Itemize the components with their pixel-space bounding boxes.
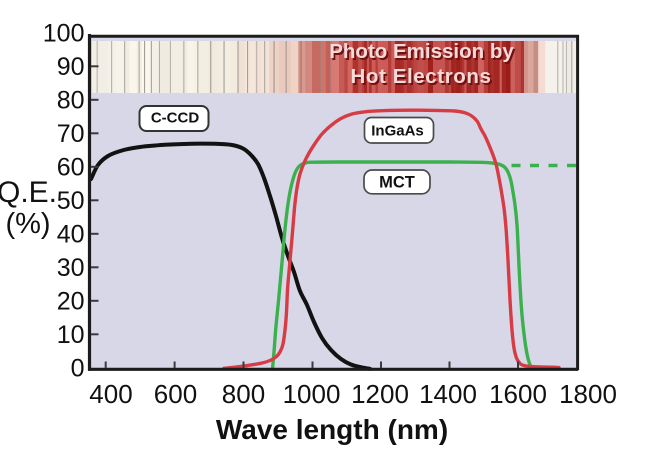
svg-text:600: 600: [154, 379, 197, 409]
svg-text:40: 40: [57, 221, 85, 249]
svg-text:1200: 1200: [351, 379, 409, 409]
svg-text:1600: 1600: [489, 379, 547, 409]
svg-text:10: 10: [57, 321, 85, 349]
svg-text:Wave length (nm): Wave length (nm): [216, 414, 448, 445]
svg-text:InGaAs: InGaAs: [371, 122, 424, 139]
svg-text:50: 50: [57, 187, 85, 215]
svg-text:30: 30: [57, 254, 85, 282]
svg-text:Photo Emission by: Photo Emission by: [331, 42, 516, 65]
svg-text:Hot Electrons: Hot Electrons: [352, 67, 493, 90]
svg-text:100: 100: [43, 20, 85, 48]
svg-text:1400: 1400: [419, 379, 477, 409]
svg-text:C-CCD: C-CCD: [151, 110, 199, 127]
svg-text:Q.E.: Q.E.: [0, 176, 57, 209]
svg-text:20: 20: [57, 288, 85, 316]
svg-text:400: 400: [89, 379, 132, 409]
svg-text:Photo Emission by: Photo Emission by: [329, 40, 514, 63]
svg-text:800: 800: [222, 379, 265, 409]
svg-text:60: 60: [57, 154, 85, 182]
svg-text:90: 90: [57, 53, 85, 81]
svg-text:MCT: MCT: [379, 173, 415, 191]
svg-text:0: 0: [71, 355, 85, 383]
svg-text:1000: 1000: [283, 379, 341, 409]
svg-text:80: 80: [57, 87, 85, 115]
svg-text:(%): (%): [5, 208, 50, 240]
svg-text:1800: 1800: [559, 379, 617, 409]
svg-text:70: 70: [57, 120, 85, 148]
svg-text:Hot Electrons: Hot Electrons: [350, 65, 491, 88]
